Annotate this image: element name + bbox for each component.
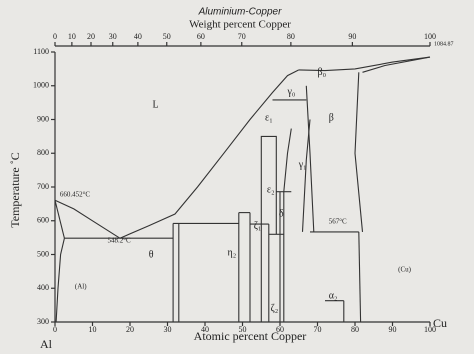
x-tick-label: 30 bbox=[164, 325, 172, 334]
left-element: Al bbox=[40, 337, 53, 351]
x-tick-label: 90 bbox=[389, 325, 397, 334]
melting-point-label: 1084.87 bbox=[434, 41, 454, 47]
right-element: Cu bbox=[433, 316, 447, 330]
phase-label: ε₁ bbox=[265, 112, 273, 123]
y-tick-label: 1100 bbox=[33, 47, 49, 56]
phase-label: ζ₁ bbox=[254, 220, 262, 231]
x2-tick-label: 40 bbox=[134, 32, 142, 41]
phase-label: ζ₂ bbox=[271, 303, 279, 314]
x-tick-label: 70 bbox=[314, 325, 322, 334]
phase-label: α₂ bbox=[329, 290, 338, 301]
x-tick-label: 10 bbox=[89, 325, 97, 334]
phase-label: γ₀ bbox=[287, 86, 296, 97]
phase-boundary bbox=[354, 72, 364, 232]
y-tick-label: 400 bbox=[37, 283, 49, 292]
x-axis-title: Atomic percent Copper bbox=[194, 329, 307, 343]
phase-boundary bbox=[55, 238, 65, 323]
phase-label: β₀ bbox=[318, 67, 327, 78]
phase-label: β bbox=[329, 112, 334, 123]
phase-label: 548.2°C bbox=[108, 237, 132, 245]
y-axis-title: Temperature ˚C bbox=[8, 152, 22, 227]
phase-label: 660.452°C bbox=[60, 191, 91, 199]
phase-label: (Al) bbox=[75, 283, 87, 291]
phase-label: ε₂ bbox=[267, 185, 275, 196]
phase-boundary bbox=[54, 200, 65, 239]
y-tick-label: 1000 bbox=[33, 81, 49, 90]
phase-boundary bbox=[298, 56, 431, 72]
phase-label: L bbox=[153, 99, 159, 110]
x-tick-label: 100 bbox=[424, 325, 436, 334]
y-tick-label: 800 bbox=[37, 148, 49, 157]
y-tick-label: 300 bbox=[37, 317, 49, 326]
x-tick-label: 50 bbox=[239, 325, 247, 334]
phase-label: δ bbox=[279, 208, 284, 219]
phase-boundary bbox=[119, 69, 300, 239]
x-tick-label: 40 bbox=[201, 325, 209, 334]
phase-boundary bbox=[260, 135, 277, 235]
phase-label: η₂ bbox=[228, 247, 237, 258]
x2-tick-label: 90 bbox=[348, 32, 356, 41]
phase-boundary bbox=[362, 56, 431, 73]
x2-tick-label: 60 bbox=[197, 32, 205, 41]
y-tick-label: 500 bbox=[37, 249, 49, 258]
y-tick-label: 900 bbox=[37, 114, 49, 123]
x-tick-label: 80 bbox=[351, 325, 359, 334]
x-tick-label: 20 bbox=[126, 325, 134, 334]
x-tick-label: 60 bbox=[276, 325, 284, 334]
x2-tick-label: 80 bbox=[287, 32, 295, 41]
phase-label: 567°C bbox=[329, 218, 347, 226]
x-tick-label: 0 bbox=[53, 325, 57, 334]
y-tick-label: 700 bbox=[37, 182, 49, 191]
x2-tick-label: 50 bbox=[163, 32, 171, 41]
phase-label: θ bbox=[149, 249, 154, 260]
phase-boundary bbox=[358, 231, 362, 323]
x2-axis-title: Weight percent Copper bbox=[189, 19, 291, 31]
x2-tick-label: 100 bbox=[424, 32, 436, 41]
chart-title: Aluminium-Copper bbox=[198, 7, 282, 18]
phase-boundary bbox=[305, 85, 315, 232]
phase-boundary bbox=[54, 199, 121, 239]
x2-tick-label: 20 bbox=[87, 32, 95, 41]
phase-label: γ₁ bbox=[298, 159, 307, 170]
x2-tick-label: 30 bbox=[109, 32, 117, 41]
y-tick-label: 600 bbox=[37, 216, 49, 225]
x2-tick-label: 0 bbox=[53, 32, 57, 41]
phase-boundary bbox=[283, 128, 292, 192]
x2-tick-label: 10 bbox=[68, 32, 76, 41]
x2-tick-label: 70 bbox=[238, 32, 246, 41]
phase-label: (Cu) bbox=[398, 266, 412, 274]
